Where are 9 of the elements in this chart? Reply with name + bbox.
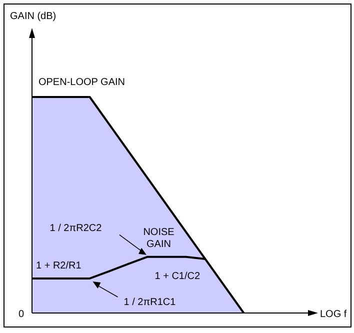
text: OPEN-LOOP GAIN — [38, 77, 126, 88]
annotation: 1 / 2πR1C1 — [124, 297, 176, 308]
annotation: 1 + C1/C2 — [154, 270, 200, 282]
annotation: NOISE GAIN — [143, 226, 175, 250]
annotation: 1 / 2πR2C2 — [50, 222, 102, 234]
annotation: 1 + R2/R1 — [36, 260, 82, 272]
annotation: 0 — [18, 309, 24, 320]
x-axis-title: LOG f — [320, 309, 347, 320]
text: GAIN (dB) — [10, 11, 56, 22]
